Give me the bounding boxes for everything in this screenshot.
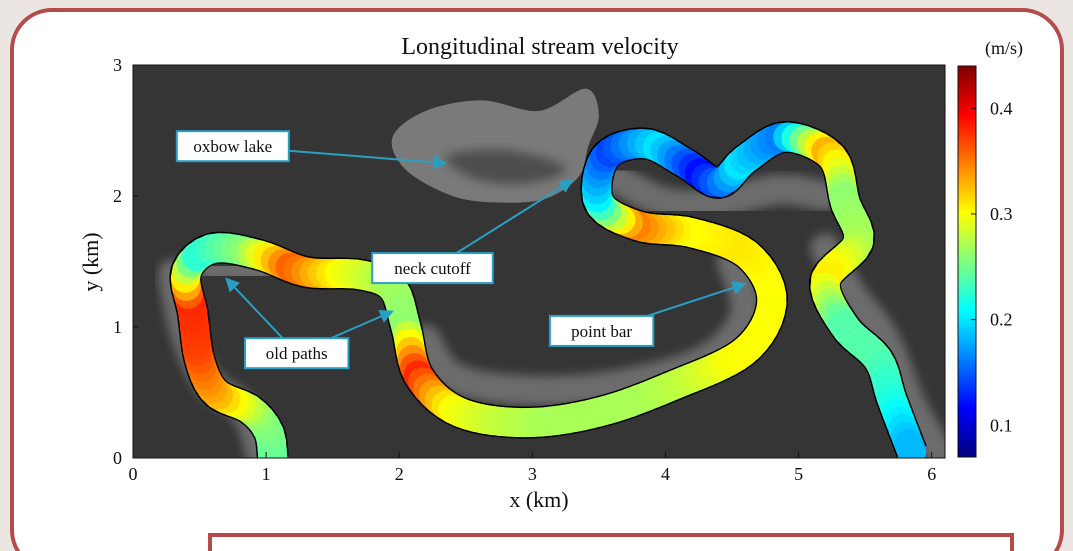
- annotation-arrow: [646, 281, 747, 317]
- x-tick-label: 5: [794, 464, 803, 484]
- annotation-box: [371, 252, 494, 285]
- annotation-label: old paths: [266, 344, 328, 363]
- plot-area: [157, 88, 945, 458]
- colorbar-tick-label: 0.1: [990, 415, 1013, 435]
- x-tick-label: 2: [395, 464, 404, 484]
- annotations: oxbow lake neck cutoff old paths point bar: [175, 130, 747, 370]
- velocity-segment: [894, 429, 927, 458]
- colorbar-tick-label: 0.2: [990, 310, 1013, 330]
- y-tick-label: 1: [113, 317, 122, 337]
- y-axis-ticks: 0 1 2 3: [113, 55, 139, 468]
- x-axis-ticks: 0 1 2 3 4 5 6: [129, 452, 936, 484]
- x-tick-label: 1: [262, 464, 271, 484]
- oxbow-lake-shading: [445, 149, 567, 185]
- old-path-trace: [597, 161, 841, 221]
- colorbar-tick-label: 0.3: [990, 204, 1013, 224]
- annotation-box: [244, 337, 350, 370]
- y-tick-label: 0: [113, 448, 122, 468]
- annotation-arrow: [330, 309, 394, 340]
- annotation-arrow: [455, 179, 574, 254]
- old-path-trace: [410, 246, 762, 406]
- y-tick-label: 2: [113, 186, 122, 206]
- oxbow-lake-layer: [391, 88, 599, 203]
- colorbar-unit: (m/s): [985, 38, 1023, 59]
- colorbar: [957, 65, 977, 458]
- annotation-box: [548, 314, 655, 347]
- y-axis-label: y (km): [78, 232, 103, 291]
- plot-border: [132, 64, 946, 459]
- annotation-arrow: [288, 149, 448, 170]
- x-tick-label: 4: [661, 464, 670, 484]
- caption-frame: [208, 533, 1014, 551]
- annotation-box: [175, 130, 290, 163]
- x-tick-label: 3: [528, 464, 537, 484]
- x-axis-label: x (km): [509, 487, 568, 512]
- annotation-arrow: [225, 277, 284, 339]
- chart-title: Longitudinal stream velocity: [401, 34, 678, 60]
- y-tick-label: 3: [113, 55, 122, 75]
- x-tick-label: 0: [129, 464, 138, 484]
- annotation-label: point bar: [571, 322, 632, 341]
- annotation-label: oxbow lake: [193, 137, 272, 156]
- colorbar-tick-label: 0.4: [990, 98, 1013, 118]
- x-tick-label: 6: [927, 464, 936, 484]
- river-channel: [169, 121, 927, 458]
- annotation-label: neck cutoff: [394, 259, 471, 278]
- colorbar-ticks: 0.1 0.2 0.3 0.4: [971, 98, 1013, 435]
